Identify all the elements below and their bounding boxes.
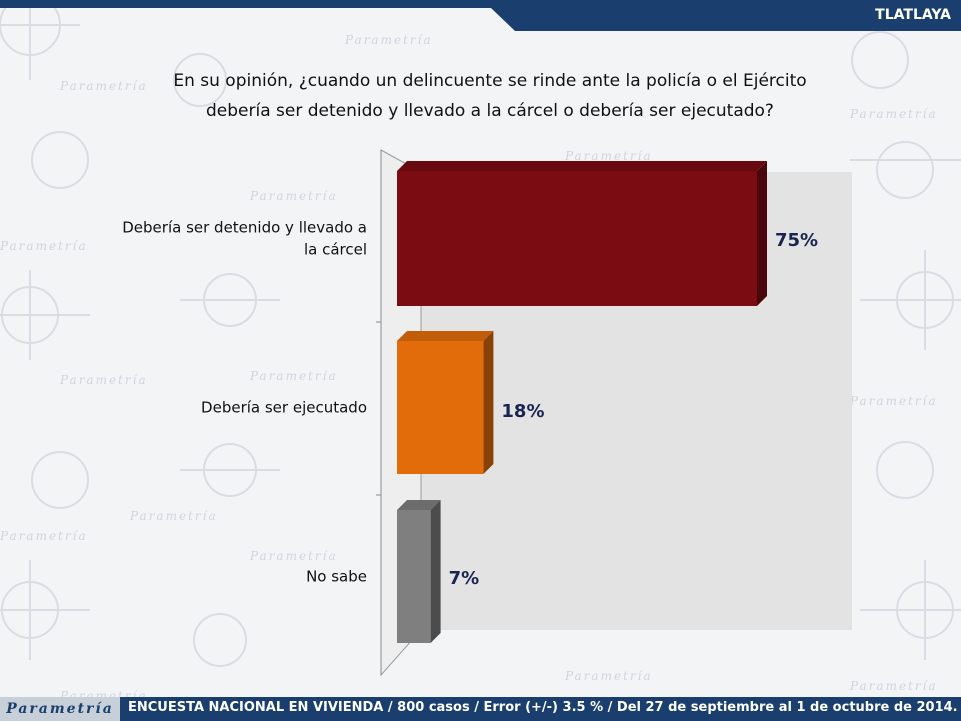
chart-title-line-2: debería ser detenido y llevado a la cárc… xyxy=(206,101,774,121)
category-label: Debería ser detenido y llevado a xyxy=(122,219,367,237)
bar-side-face xyxy=(483,331,494,474)
svg-text:Parametría: Parametría xyxy=(249,189,338,203)
bar-side-face xyxy=(757,161,767,306)
svg-text:Parametría: Parametría xyxy=(849,394,938,408)
data-label: 18% xyxy=(501,401,544,422)
bar-top-face xyxy=(397,331,494,341)
svg-text:Parametría: Parametría xyxy=(0,529,88,543)
svg-text:Parametría: Parametría xyxy=(249,549,338,563)
bar-top-face xyxy=(397,161,767,171)
chart-title: En su opinión, ¿cuando un delincuente se… xyxy=(160,66,820,126)
svg-text:Parametría: Parametría xyxy=(59,79,148,93)
chart-title-line-1: En su opinión, ¿cuando un delincuente se… xyxy=(173,71,807,91)
top-bar xyxy=(0,0,961,8)
bar xyxy=(397,341,484,474)
svg-text:Parametría: Parametría xyxy=(564,149,653,163)
bar xyxy=(397,510,431,643)
section-tab: TLATLAYA xyxy=(491,0,961,31)
data-label: 7% xyxy=(449,568,480,589)
svg-text:Parametría: Parametría xyxy=(849,679,938,693)
footer-bar: Parametría ENCUESTA NACIONAL EN VIVIENDA… xyxy=(0,697,961,721)
category-label: Debería ser ejecutado xyxy=(201,399,367,417)
bar-side-face xyxy=(430,500,441,643)
category-label: No sabe xyxy=(306,568,367,586)
data-label: 75% xyxy=(775,230,818,251)
svg-text:Parametría: Parametría xyxy=(849,107,938,121)
svg-text:Parametría: Parametría xyxy=(59,373,148,387)
footer-survey-note: ENCUESTA NACIONAL EN VIVIENDA / 800 caso… xyxy=(128,700,958,715)
svg-text:Parametría: Parametría xyxy=(249,369,338,383)
svg-text:Parametría: Parametría xyxy=(344,33,433,47)
bar xyxy=(397,171,757,306)
svg-text:Parametría: Parametría xyxy=(0,239,88,253)
svg-text:Parametría: Parametría xyxy=(564,669,653,683)
bar-top-face xyxy=(397,500,441,510)
svg-text:Parametría: Parametría xyxy=(129,509,218,523)
section-tab-label: TLATLAYA xyxy=(875,7,951,23)
parametria-logo: Parametría xyxy=(0,697,120,721)
category-label: la cárcel xyxy=(304,241,367,259)
